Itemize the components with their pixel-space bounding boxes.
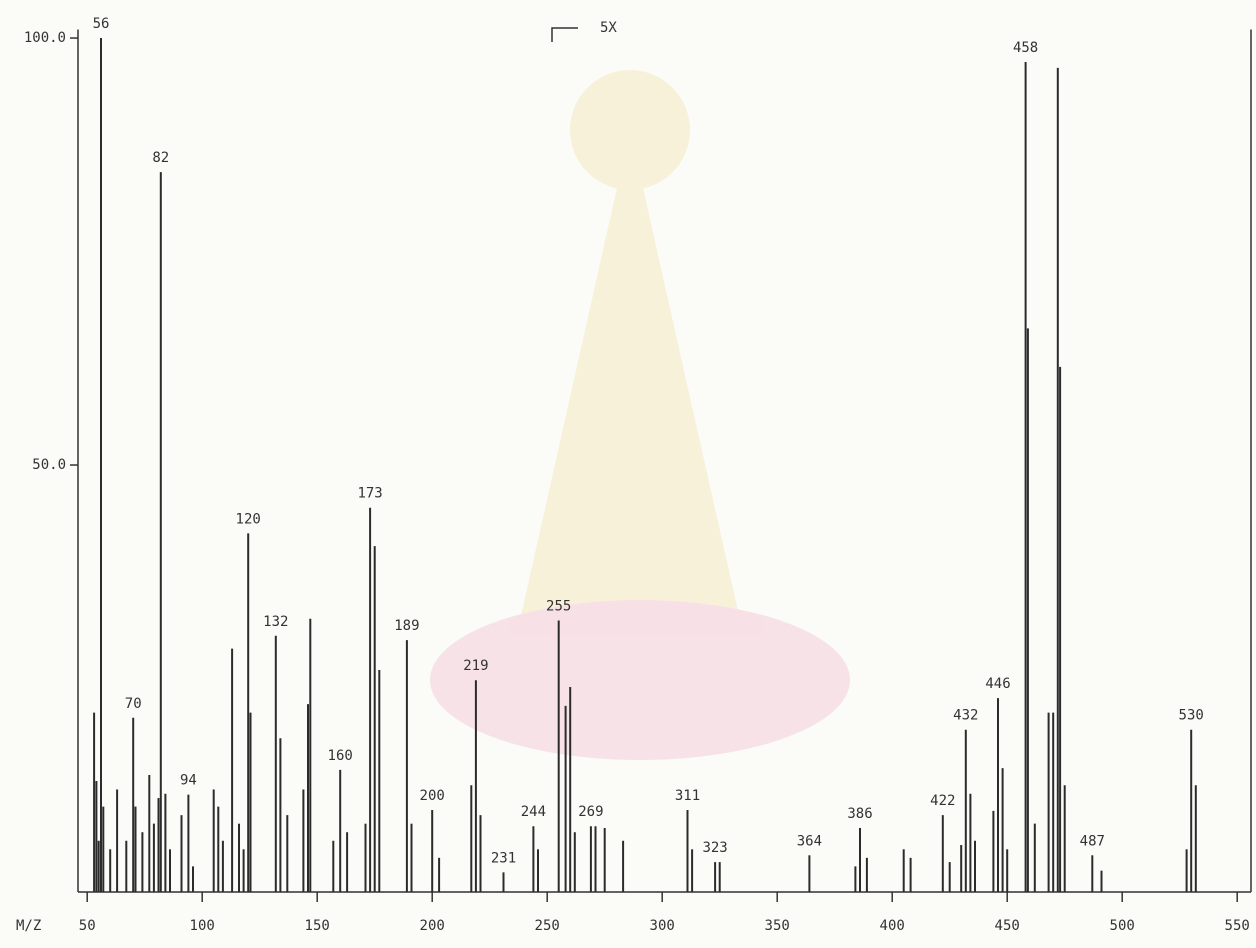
peak-label: 269: [578, 804, 603, 820]
peak-label: 422: [930, 793, 955, 809]
x-tick-label: 550: [1225, 918, 1250, 934]
peak-label: 364: [797, 833, 822, 849]
y-tick-label: 100.0: [24, 30, 66, 46]
x-tick-label: 300: [650, 918, 675, 934]
x-tick-label: 250: [535, 918, 560, 934]
x-tick-label: 350: [765, 918, 790, 934]
peak-label: 458: [1013, 40, 1038, 56]
peak-label: 530: [1179, 708, 1204, 724]
peak-label: 120: [236, 511, 261, 527]
peak-label: 160: [328, 748, 353, 764]
peak-label: 231: [491, 850, 516, 866]
peak-label: 487: [1080, 833, 1105, 849]
peak-label: 323: [702, 840, 727, 856]
annotation: 5X: [600, 20, 617, 36]
annotation-bracket: [551, 27, 578, 42]
peak-label: 219: [463, 658, 488, 674]
x-tick-label: 450: [995, 918, 1020, 934]
y-tick-label: 50.0: [32, 457, 66, 473]
peak-label: 173: [357, 486, 382, 502]
x-tick-label: 500: [1110, 918, 1135, 934]
peak-label: 132: [263, 614, 288, 630]
peak-label: 94: [180, 773, 197, 789]
peak-label: 244: [521, 804, 546, 820]
x-tick-label: 400: [880, 918, 905, 934]
peak-label: 432: [953, 708, 978, 724]
peak-label: 82: [152, 150, 169, 166]
x-tick-label: 50: [79, 918, 96, 934]
peak-label: 311: [675, 788, 700, 804]
watermark: [430, 70, 850, 760]
peak-label: 386: [847, 806, 872, 822]
x-tick-label: 200: [420, 918, 445, 934]
x-axis-label: M/Z: [16, 918, 41, 934]
peak-label: 446: [985, 676, 1010, 692]
peak-label: 200: [420, 788, 445, 804]
x-tick-label: 150: [305, 918, 330, 934]
peak-label: 189: [394, 618, 419, 634]
x-tick-label: 100: [190, 918, 215, 934]
peak-label: 255: [546, 598, 571, 614]
peak-label: 70: [125, 696, 142, 712]
peak-label: 56: [93, 16, 110, 32]
